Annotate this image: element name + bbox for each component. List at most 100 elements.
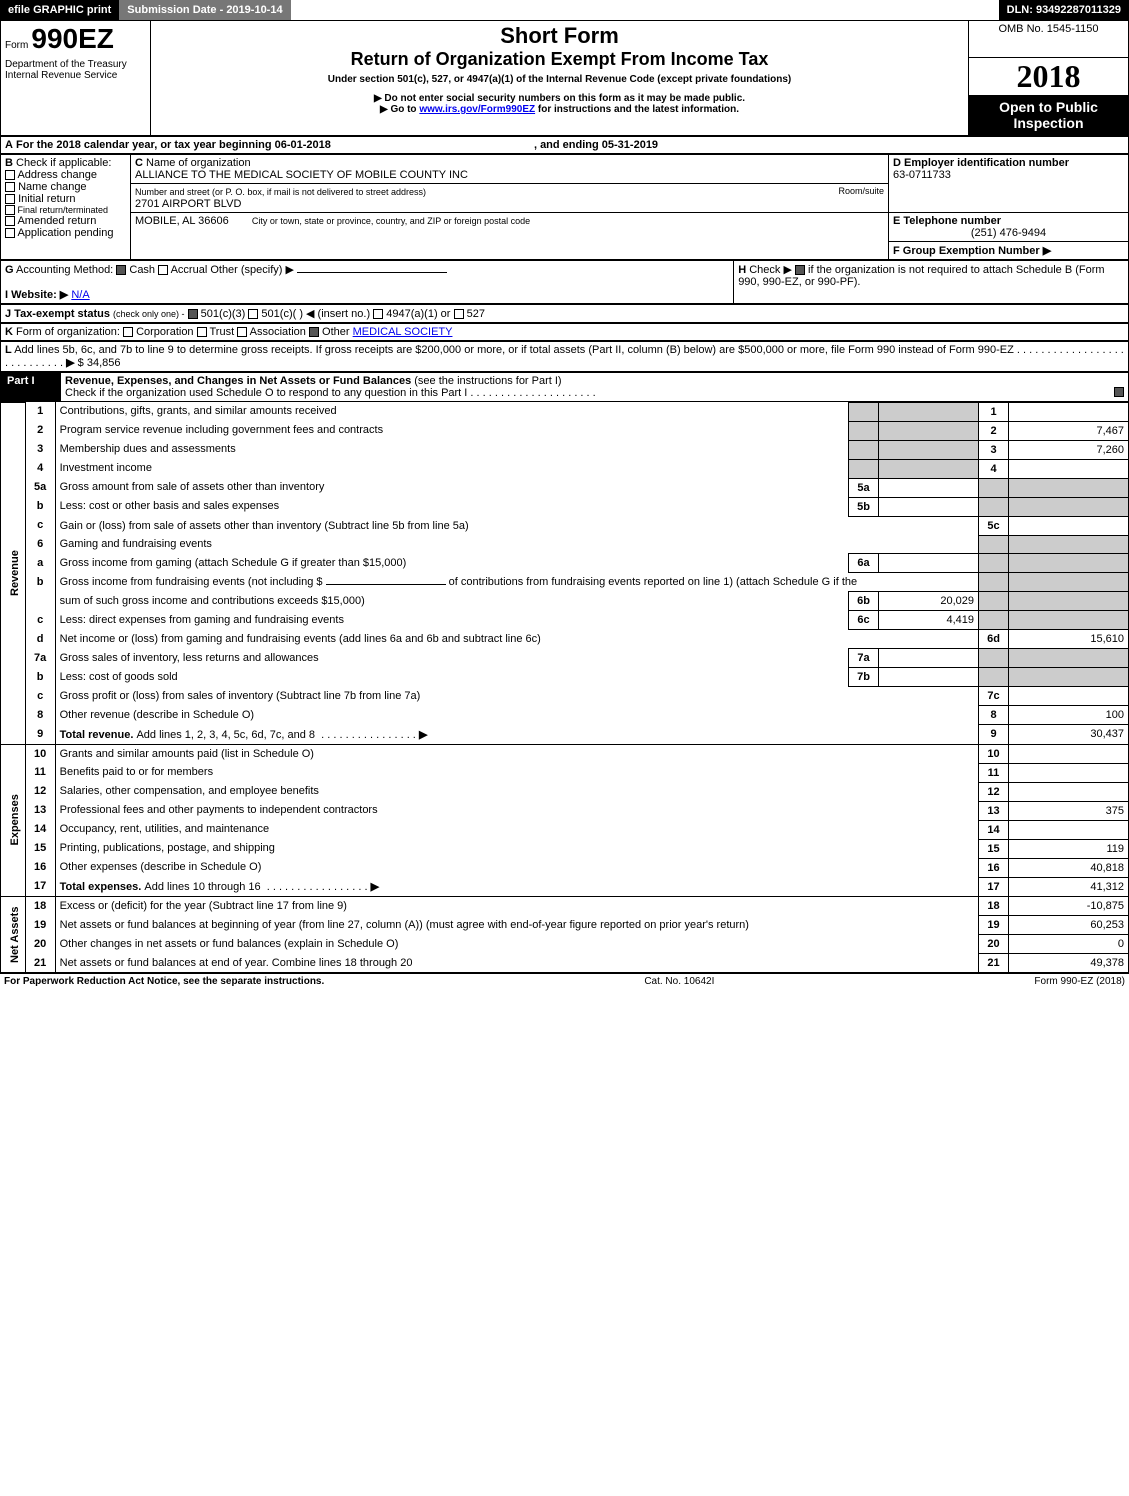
label-h: H	[738, 264, 746, 276]
check-application-pending[interactable]: Application pending	[5, 227, 126, 239]
line-6c-val: 4,419	[879, 611, 979, 630]
check-accrual[interactable]	[158, 265, 168, 275]
check-4947[interactable]	[373, 309, 383, 319]
dept-treasury: Department of the Treasury	[5, 59, 146, 70]
line-20-desc: Other changes in net assets or fund bala…	[55, 935, 978, 954]
omb-number: OMB No. 1545-1150	[969, 21, 1129, 58]
org-info-block: B Check if applicable: Address change Na…	[0, 154, 1129, 260]
section-g-h: G Accounting Method: Cash Accrual Other …	[0, 260, 1129, 304]
accounting-method-label: Accounting Method:	[16, 264, 113, 276]
line-4-desc: Investment income	[55, 459, 848, 478]
line-2-desc: Program service revenue including govern…	[55, 421, 848, 440]
line-6b-val: 20,029	[879, 592, 979, 611]
dln-tag: DLN: 93492287011329	[999, 0, 1129, 20]
line-6a-desc: Gross income from gaming (attach Schedul…	[55, 554, 848, 573]
h-note: if the organization is not required to a…	[738, 264, 1104, 288]
line-11-val	[1009, 763, 1129, 782]
website-value[interactable]: N/A	[71, 289, 89, 301]
line-16-val: 40,818	[1009, 858, 1129, 877]
arrow-icon: ▶	[66, 357, 74, 369]
line-7a-desc: Gross sales of inventory, less returns a…	[55, 649, 848, 668]
check-h[interactable]	[795, 265, 805, 275]
label-a: A	[5, 139, 13, 151]
room-label: Room/suite	[838, 186, 884, 196]
section-j: J Tax-exempt status (check only one) - 5…	[0, 304, 1129, 323]
form-ref: Form 990-EZ (2018)	[1034, 976, 1125, 987]
arrow-icon: ▶	[371, 881, 379, 893]
line-6a-val	[879, 554, 979, 573]
check-other-k[interactable]	[309, 327, 319, 337]
line-6-desc: Gaming and fundraising events	[55, 535, 978, 554]
street-value: 2701 AIRPORT BLVD	[135, 198, 241, 210]
line-7b-val	[879, 668, 979, 687]
arrow-icon: ▶	[419, 729, 427, 741]
line-5b-desc: Less: cost or other basis and sales expe…	[55, 497, 848, 516]
other-blank[interactable]	[297, 272, 447, 273]
line-5b-val	[879, 497, 979, 516]
k-other-value[interactable]: MEDICAL SOCIETY	[353, 326, 453, 338]
note-goto: ▶ Go to www.irs.gov/Form990EZ for instru…	[155, 104, 964, 115]
line-12-val	[1009, 782, 1129, 801]
check-name-change[interactable]: Name change	[5, 181, 126, 193]
irs-label: Internal Revenue Service	[5, 70, 146, 81]
check-cash[interactable]	[116, 265, 126, 275]
line-14-val	[1009, 820, 1129, 839]
label-l: L	[5, 344, 12, 356]
year-end: , and ending 05-31-2019	[534, 139, 658, 151]
open-public-badge: Open to Public Inspection	[969, 95, 1128, 135]
label-j: J Tax-exempt status	[5, 308, 110, 320]
side-net-assets: Net Assets	[1, 897, 26, 973]
line-6d-val: 15,610	[1009, 630, 1129, 649]
check-corp[interactable]	[123, 327, 133, 337]
check-final-return[interactable]: Final return/terminated	[5, 205, 126, 216]
lines-table: Revenue 1 Contributions, gifts, grants, …	[0, 402, 1129, 974]
line-9-desc: Total revenue.	[60, 729, 137, 741]
irs-link[interactable]: www.irs.gov/Form990EZ	[419, 104, 535, 115]
line-6b-pre: Gross income from fundraising events (no…	[55, 573, 978, 592]
line-15-desc: Printing, publications, postage, and shi…	[55, 839, 978, 858]
arrow-icon: ▶	[1043, 245, 1051, 257]
check-amended[interactable]: Amended return	[5, 215, 126, 227]
line-6c-desc: Less: direct expenses from gaming and fu…	[55, 611, 848, 630]
line-20-val: 0	[1009, 935, 1129, 954]
check-501c3[interactable]	[188, 309, 198, 319]
line-17-desc: Total expenses.	[60, 881, 145, 893]
name-org-label: Name of organization	[146, 157, 251, 169]
check-trust[interactable]	[197, 327, 207, 337]
j-text: (check only one) -	[113, 309, 185, 319]
section-a: A For the 2018 calendar year, or tax yea…	[0, 136, 1129, 154]
org-name: ALLIANCE TO THE MEDICAL SOCIETY OF MOBIL…	[135, 169, 468, 181]
check-schedule-o[interactable]	[1114, 387, 1124, 397]
blank-contrib[interactable]	[326, 584, 446, 585]
line-2-val: 7,467	[1009, 421, 1129, 440]
line-18-val: -10,875	[1009, 897, 1129, 916]
l-text: Add lines 5b, 6c, and 7b to line 9 to de…	[14, 344, 1014, 356]
short-form-label: Short Form	[155, 23, 964, 49]
check-assoc[interactable]	[237, 327, 247, 337]
year-begin: For the 2018 calendar year, or tax year …	[16, 139, 331, 151]
line-15-val: 119	[1009, 839, 1129, 858]
section-l: L Add lines 5b, 6c, and 7b to line 9 to …	[0, 341, 1129, 372]
other-specify: Other (specify) ▶	[210, 264, 294, 276]
line-9-val: 30,437	[1009, 725, 1129, 745]
line-1-desc: Contributions, gifts, grants, and simila…	[55, 402, 848, 421]
tax-year: 2018	[969, 58, 1128, 95]
check-527[interactable]	[454, 309, 464, 319]
city-value: MOBILE, AL 36606	[135, 215, 229, 227]
check-501c[interactable]	[248, 309, 258, 319]
form-number: 990EZ	[31, 23, 114, 54]
part1-label: Part I	[1, 372, 61, 401]
label-b: B	[5, 157, 13, 169]
label-e: E Telephone number	[893, 215, 1124, 227]
line-14-desc: Occupancy, rent, utilities, and maintena…	[55, 820, 978, 839]
top-bar: efile GRAPHIC print Submission Date - 20…	[0, 0, 1129, 20]
check-if-applicable: Check if applicable:	[16, 157, 111, 169]
line-17-val: 41,312	[1009, 877, 1129, 897]
check-address-change[interactable]: Address change	[5, 169, 126, 181]
check-initial-return[interactable]: Initial return	[5, 193, 126, 205]
line-5a-desc: Gross amount from sale of assets other t…	[55, 478, 848, 497]
k-text: Form of organization:	[16, 326, 120, 338]
line-6d-desc: Net income or (loss) from gaming and fun…	[55, 630, 978, 649]
label-f: F Group Exemption Number	[893, 245, 1040, 257]
line-num: 1	[25, 402, 55, 421]
